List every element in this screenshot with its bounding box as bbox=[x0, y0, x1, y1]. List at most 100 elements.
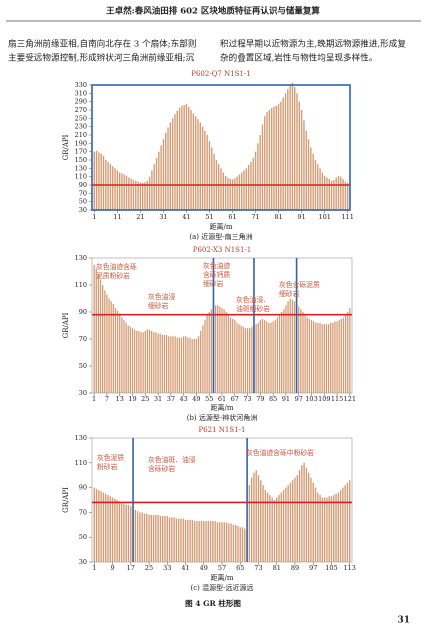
bar bbox=[235, 524, 237, 562]
bar bbox=[136, 511, 139, 562]
bar bbox=[336, 321, 338, 393]
bar bbox=[223, 309, 225, 393]
facies-annotation: 灰色油浸 bbox=[148, 292, 175, 301]
bar bbox=[264, 116, 266, 210]
y-tick-label: 250 bbox=[75, 114, 87, 122]
bar bbox=[223, 522, 225, 562]
bar bbox=[127, 504, 130, 562]
bar bbox=[340, 176, 342, 210]
y-axis-label: GR/API bbox=[62, 487, 70, 513]
bar bbox=[178, 107, 181, 210]
bar bbox=[99, 279, 102, 393]
bar bbox=[293, 301, 296, 393]
bar bbox=[344, 485, 346, 562]
bar bbox=[216, 522, 219, 562]
bar bbox=[257, 143, 259, 210]
bar bbox=[221, 522, 223, 562]
bar bbox=[253, 472, 255, 562]
x-tick-label: 11 bbox=[113, 213, 121, 221]
bar bbox=[139, 512, 141, 562]
bar bbox=[282, 490, 285, 562]
bar bbox=[269, 495, 271, 562]
bar bbox=[180, 518, 182, 562]
bar bbox=[198, 521, 200, 562]
bar bbox=[144, 182, 146, 210]
bar bbox=[168, 336, 170, 393]
x-tick-label: 9 bbox=[110, 564, 114, 572]
bar bbox=[204, 320, 206, 393]
bar bbox=[171, 517, 173, 562]
bar bbox=[172, 336, 174, 393]
bar bbox=[138, 330, 140, 393]
bar bbox=[206, 314, 208, 393]
bar bbox=[239, 527, 241, 562]
bar bbox=[325, 324, 328, 393]
bar bbox=[151, 170, 153, 210]
bar bbox=[150, 514, 152, 562]
bar bbox=[187, 337, 189, 393]
x-axis-label: 距离/m bbox=[210, 222, 233, 231]
x-tick-label: 25 bbox=[141, 395, 149, 403]
bar bbox=[165, 132, 167, 210]
bar bbox=[175, 518, 178, 562]
bar bbox=[183, 336, 185, 393]
bar bbox=[261, 124, 264, 210]
bar bbox=[285, 487, 287, 562]
bar bbox=[194, 116, 197, 210]
bar bbox=[335, 493, 337, 562]
bar bbox=[300, 309, 302, 393]
y-tick-label: 70 bbox=[79, 335, 87, 343]
bar bbox=[219, 522, 221, 562]
bar bbox=[283, 309, 285, 393]
x-tick-label: 91 bbox=[282, 395, 290, 403]
bar bbox=[166, 516, 168, 562]
bar bbox=[305, 130, 307, 210]
bar bbox=[164, 516, 166, 562]
bar bbox=[337, 175, 340, 210]
bar bbox=[285, 305, 287, 393]
bar bbox=[114, 307, 117, 393]
bar bbox=[247, 165, 250, 210]
bar bbox=[148, 514, 150, 562]
bar bbox=[197, 336, 200, 393]
bar bbox=[298, 470, 301, 562]
bar bbox=[106, 294, 108, 393]
bar bbox=[330, 322, 332, 393]
bar bbox=[310, 320, 313, 393]
bar bbox=[310, 147, 312, 210]
bar bbox=[161, 334, 163, 393]
bar bbox=[204, 130, 206, 210]
bar bbox=[319, 495, 321, 562]
x-tick-label: 67 bbox=[231, 395, 239, 403]
bar bbox=[123, 320, 125, 393]
bar bbox=[111, 497, 114, 562]
bar bbox=[303, 120, 305, 210]
bar bbox=[199, 122, 201, 210]
bar bbox=[130, 506, 132, 562]
bar bbox=[317, 322, 319, 393]
y-tick-label: 210 bbox=[75, 131, 87, 139]
bar bbox=[123, 503, 125, 562]
bar bbox=[98, 152, 100, 210]
bar bbox=[234, 178, 236, 210]
bar bbox=[289, 298, 291, 393]
bar bbox=[201, 126, 204, 210]
bar bbox=[224, 175, 227, 210]
facies-annotation: 油斑细砂岩 bbox=[236, 304, 270, 313]
bar bbox=[185, 336, 187, 393]
y-tick-label: 310 bbox=[75, 89, 87, 97]
bar bbox=[107, 162, 109, 210]
x-tick-label: 1 bbox=[92, 213, 96, 221]
bar bbox=[260, 480, 262, 562]
x-tick-label: 73 bbox=[254, 564, 262, 572]
bar bbox=[321, 172, 324, 210]
bar bbox=[257, 322, 259, 393]
bar bbox=[264, 490, 267, 562]
bar bbox=[241, 527, 244, 562]
bar bbox=[148, 176, 151, 210]
x-tick-label: 71 bbox=[251, 213, 259, 221]
bar bbox=[240, 325, 242, 393]
x-tick-label: 113 bbox=[344, 564, 356, 572]
bar bbox=[291, 82, 294, 210]
bar bbox=[262, 485, 264, 562]
